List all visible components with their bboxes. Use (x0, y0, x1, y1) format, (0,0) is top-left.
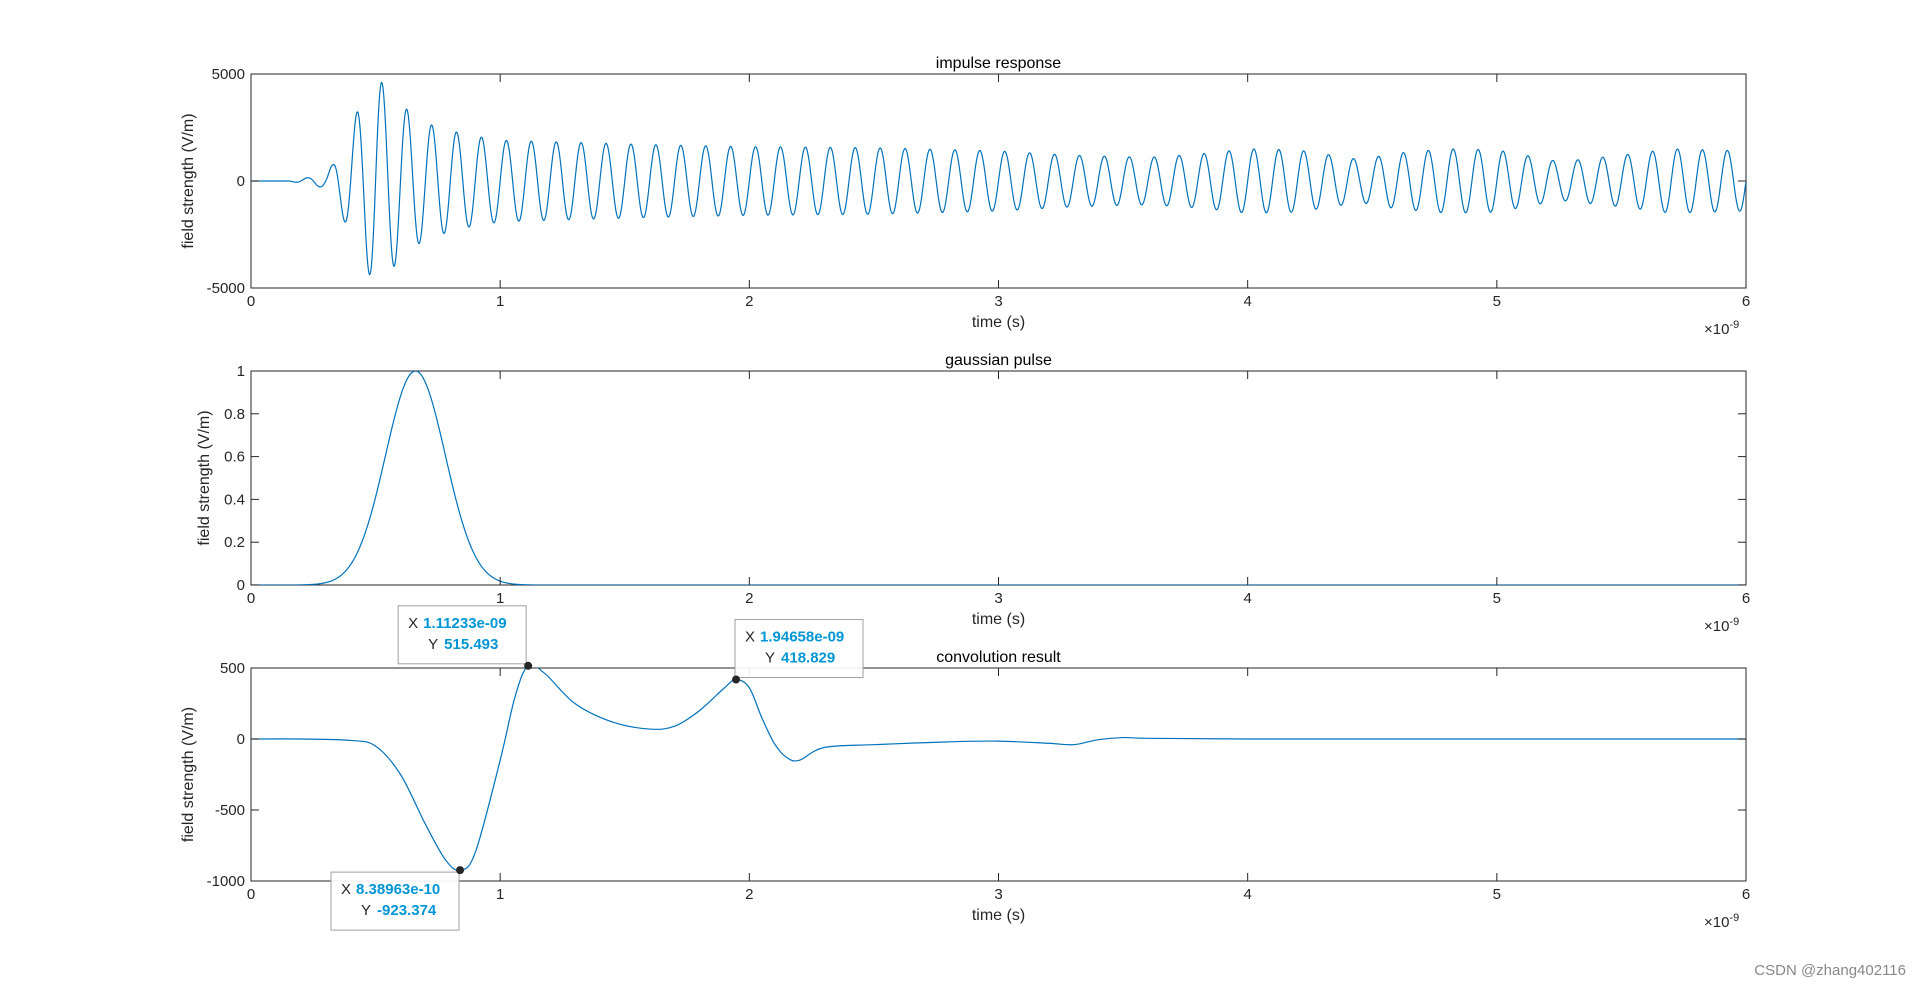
datatip-y-label: Y (765, 650, 775, 667)
x-tick-label: 1 (496, 293, 504, 310)
x-tick-label: 0 (247, 590, 255, 607)
datatip-y-value: 515.493 (444, 636, 498, 653)
chart-2: 0 1 2 3 4 5 6 0 0.2 0.4 0.6 0.8 1 gaussian pulse time … (196, 352, 1750, 635)
x-exponent-label: ×10-9 (1704, 616, 1739, 635)
x-tick-label: 2 (745, 293, 753, 310)
datatip-x-value: 8.38963e-10 (356, 881, 440, 898)
datatip-x-label: X (341, 881, 351, 898)
watermark: CSDN @zhang402116 (1754, 962, 1906, 979)
x-axis-label: time (s) (972, 314, 1025, 331)
datatip-box (330, 871, 460, 931)
datatip-y-value: 418.829 (781, 650, 835, 667)
y-tick-label: 0.2 (224, 534, 245, 551)
y-tick-label: 0.8 (224, 406, 245, 423)
x-tick-label: 5 (1493, 886, 1501, 903)
y-tick-label: 0.6 (224, 449, 245, 466)
datatip-box (397, 605, 527, 665)
x-tick-label: 2 (745, 590, 753, 607)
x-tick-label: 0 (247, 886, 255, 903)
x-axis-label: time (s) (972, 907, 1025, 924)
chart-title: impulse response (936, 55, 1062, 72)
y-tick-label: 0.4 (224, 491, 245, 508)
datatip-y-value: -923.374 (377, 902, 437, 919)
x-tick-label: 4 (1243, 590, 1251, 607)
x-exponent-label: ×10-9 (1704, 912, 1739, 931)
datatip-y-label: Y (428, 636, 438, 653)
y-axis-label: field strength (V/m) (180, 113, 197, 248)
datatip[interactable]: X 8.38963e-10 Y -923.374 (330, 866, 465, 931)
x-tick-label: 0 (247, 293, 255, 310)
x-tick-label: 6 (1742, 293, 1750, 310)
datatip[interactable]: X 1.11233e-09 Y 515.493 (397, 605, 533, 670)
y-tick-label: 5000 (212, 66, 245, 83)
chart-3: 0 1 2 3 4 5 6 -1000 -500 0 500 convolution result ti… (180, 605, 1750, 931)
y-axis-label: field strength (V/m) (180, 707, 197, 842)
y-tick-label: 0 (237, 731, 245, 748)
datatip-box (734, 619, 864, 679)
x-tick-label: 3 (994, 590, 1002, 607)
y-tick-label: -5000 (207, 280, 245, 297)
x-tick-label: 1 (496, 886, 504, 903)
x-tick-label: 4 (1243, 886, 1251, 903)
series-line (251, 81, 1746, 276)
y-tick-label: 0 (237, 577, 245, 594)
y-axis-label: field strength (V/m) (196, 410, 213, 545)
y-tick-label: 0 (237, 173, 245, 190)
x-exponent-label: ×10-9 (1704, 319, 1739, 338)
datatip-marker[interactable] (524, 661, 533, 670)
y-tick-label: -500 (215, 802, 245, 819)
datatip-x-value: 1.11233e-09 (423, 615, 506, 632)
datatip-y-label: Y (361, 902, 371, 919)
x-tick-label: 5 (1493, 590, 1501, 607)
plot-area (250, 667, 1747, 882)
x-tick-label: 5 (1493, 293, 1501, 310)
datatip-x-label: X (745, 629, 755, 646)
datatip-x-value: 1.94658e-09 (760, 629, 844, 646)
datatip-marker[interactable] (456, 866, 465, 875)
plot-area (250, 370, 1747, 586)
datatip-x-label: X (408, 615, 418, 632)
y-tick-label: 1 (237, 363, 245, 380)
x-tick-label: 6 (1742, 590, 1750, 607)
y-tick-label: -1000 (207, 873, 245, 890)
datatip-marker[interactable] (732, 675, 741, 684)
x-tick-label: 1 (496, 590, 504, 607)
x-tick-label: 6 (1742, 886, 1750, 903)
y-tick-label: 500 (220, 660, 245, 677)
x-axis-label: time (s) (972, 611, 1025, 628)
x-tick-label: 3 (994, 886, 1002, 903)
x-tick-label: 2 (745, 886, 753, 903)
datatip[interactable]: X 1.94658e-09 Y 418.829 (732, 619, 864, 684)
x-tick-label: 4 (1243, 293, 1251, 310)
chart-title: gaussian pulse (945, 352, 1052, 369)
x-tick-label: 3 (994, 293, 1002, 310)
chart-title: convolution result (936, 649, 1061, 666)
